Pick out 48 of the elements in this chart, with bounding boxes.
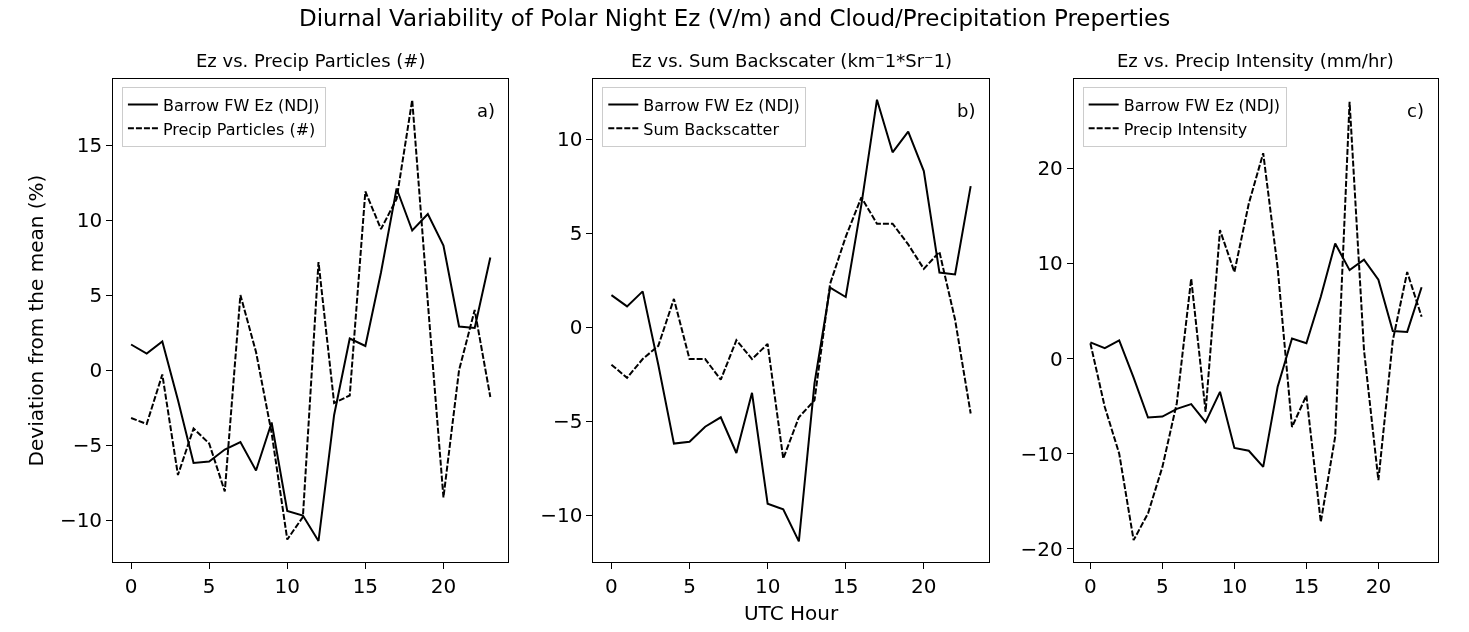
y-tick-label: −20	[1020, 536, 1063, 561]
y-tick-label: −10	[59, 508, 103, 532]
y-tick-label: 5	[569, 221, 583, 246]
y-tick-label: −10	[1020, 441, 1063, 466]
y-tick-label: 10	[557, 127, 583, 152]
y-tick-label: 0	[1050, 346, 1063, 371]
x-tick-label: 15	[1293, 574, 1320, 598]
x-tick-label: 20	[1365, 574, 1392, 598]
y-tick-label: 20	[1037, 156, 1063, 181]
x-tick-label: 0	[605, 574, 618, 598]
x-tick-label: 20	[430, 574, 457, 598]
y-tick-label: 5	[89, 283, 103, 307]
chart-title: Ez vs. Precip Particles (#)	[196, 50, 426, 71]
annotation: b)	[957, 100, 976, 121]
x-tick-label: 15	[352, 574, 379, 598]
x-tick-label: 5	[202, 574, 216, 598]
x-tick-label: 0	[1084, 574, 1097, 598]
chart-title: Ez vs. Precip Intensity (mm/hr)	[1117, 50, 1394, 71]
chart-title: Ez vs. Sum Backscater (km⁻1*Sr⁻1)	[631, 50, 953, 71]
line-series	[610, 98, 972, 543]
legend-label: Barrow FW Ez (NDJ)	[643, 95, 800, 115]
y-tick-label: 10	[76, 208, 103, 232]
legend-label: Barrow FW Ez (NDJ)	[1123, 95, 1281, 115]
x-tick-label: 10	[754, 574, 781, 598]
x-tick-label: 0	[124, 574, 138, 598]
text: Diurnal Variability of Polar Night Ez (V/m) and Cloud/Precipitation Preperties	[299, 5, 1171, 31]
x-tick-label: 15	[833, 574, 859, 598]
x-tick-label: 10	[1221, 574, 1248, 598]
x-tick-label: 5	[1156, 574, 1169, 598]
y-axis-title: Deviation from the mean (%)	[24, 174, 49, 467]
legend-label: Sum Backscatter	[643, 119, 780, 139]
y-tick-label: 0	[89, 358, 103, 382]
y-tick-label: 15	[76, 133, 103, 157]
x-tick-label: 20	[911, 574, 937, 598]
y-tick-label: −10	[540, 503, 583, 528]
y-tick-label: 0	[569, 315, 583, 340]
line-series	[130, 99, 492, 541]
legend-label: Precip Intensity	[1123, 119, 1248, 139]
legend-label: Barrow FW Ez (NDJ)	[162, 95, 320, 115]
annotation: c)	[1407, 100, 1424, 121]
x-tick-label: 5	[683, 574, 696, 598]
y-tick-label: 10	[1037, 251, 1063, 276]
x-axis-title: UTC Hour	[743, 600, 839, 625]
y-tick-label: −5	[552, 409, 583, 434]
x-tick-label: 10	[274, 574, 300, 598]
annotation: a)	[477, 100, 496, 121]
y-tick-label: −5	[72, 433, 103, 457]
legend-label: Precip Particles (#)	[162, 119, 316, 139]
